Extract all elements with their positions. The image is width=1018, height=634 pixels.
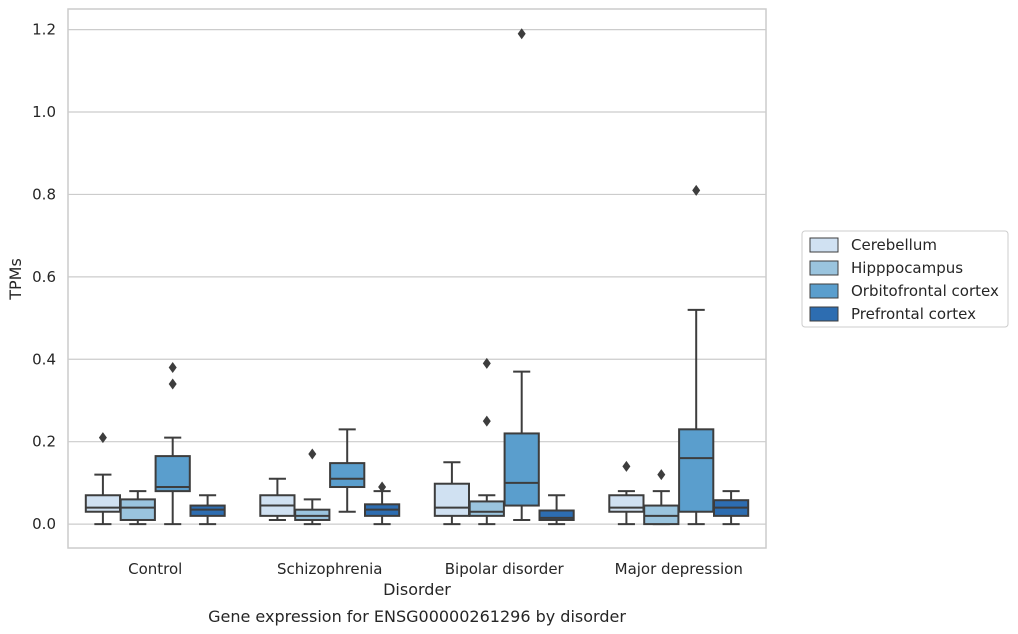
y-tick-labels: 0.0 0.2 0.4 0.6 0.8 1.0 1.2: [32, 21, 56, 533]
box-body: [468, 500, 505, 517]
box-0-0: [84, 432, 122, 526]
x-tick-label: Bipolar disorder: [445, 560, 565, 578]
box-1-2: [329, 428, 366, 513]
grid-lines: [68, 29, 766, 525]
box-body: [329, 462, 366, 489]
outlier-point: [378, 481, 387, 493]
box-1-1: [294, 448, 331, 526]
box-1-0: [259, 477, 296, 521]
legend-label: Orbitofrontal cortex: [851, 282, 999, 300]
box-body: [643, 504, 680, 526]
y-axis-label: TPMs: [6, 258, 25, 301]
x-axis-label: Disorder: [383, 580, 451, 599]
x-tick-label: Schizophrenia: [277, 560, 382, 578]
box-3-3: [712, 490, 750, 526]
box-groups: [84, 28, 750, 526]
plot-frame: [67, 8, 767, 549]
box-1-3: [363, 481, 401, 526]
y-tick-label: 0.0: [32, 515, 56, 533]
box-body: [154, 455, 191, 493]
box-body: [189, 504, 226, 517]
box-2-3: [538, 494, 575, 526]
y-tick-label: 0.8: [32, 185, 56, 203]
box-body: [538, 509, 575, 521]
legend-label: Cerebellum: [851, 236, 937, 254]
outlier-point: [482, 415, 491, 427]
outlier-point: [168, 362, 177, 374]
box-2-2: [503, 28, 540, 521]
box-2-0: [433, 461, 471, 526]
box-2-1: [468, 357, 505, 526]
box-body: [433, 482, 471, 517]
legend-label: Prefrontal cortex: [851, 305, 976, 323]
box-body: [294, 508, 331, 521]
box-0-2: [154, 362, 191, 526]
box-0-3: [189, 494, 226, 526]
y-tick-label: 0.6: [32, 268, 56, 286]
box-3-2: [678, 184, 715, 526]
outlier-point: [308, 448, 317, 460]
legend: Cerebellum Hipppocampus Orbitofrontal cort…: [801, 230, 1009, 328]
x-tick-label: Major depression: [615, 560, 743, 578]
outlier-point: [657, 469, 666, 481]
y-tick-label: 1.2: [32, 21, 56, 39]
outlier-point: [622, 460, 631, 472]
outlier-point: [98, 432, 107, 444]
y-tick-label: 0.4: [32, 350, 56, 368]
legend-label: Hipppocampus: [851, 259, 963, 277]
box-0-1: [119, 490, 156, 526]
y-tick-label: 0.2: [32, 433, 56, 451]
box-body: [678, 428, 715, 513]
legend-frame: [801, 230, 1009, 328]
outlier-point: [168, 378, 177, 390]
legend-swatch: [809, 260, 839, 276]
box-body: [84, 494, 122, 513]
chart-caption: Gene expression for ENSG00000261296 by d…: [208, 607, 626, 626]
x-tick-labels: Control Schizophrenia Bipolar disorder Majo…: [128, 560, 743, 578]
box-3-1: [643, 469, 680, 526]
box-body: [608, 494, 645, 513]
box-body: [119, 498, 156, 521]
legend-swatch: [809, 237, 839, 253]
legend-swatch: [809, 306, 839, 322]
outlier-point: [692, 184, 701, 196]
x-tick-label: Control: [128, 560, 182, 578]
legend-swatch: [809, 283, 839, 299]
box-3-0: [608, 460, 645, 526]
outlier-point: [517, 28, 526, 40]
y-tick-label: 1.0: [32, 103, 56, 121]
outlier-point: [482, 357, 491, 369]
box-body: [503, 432, 540, 507]
